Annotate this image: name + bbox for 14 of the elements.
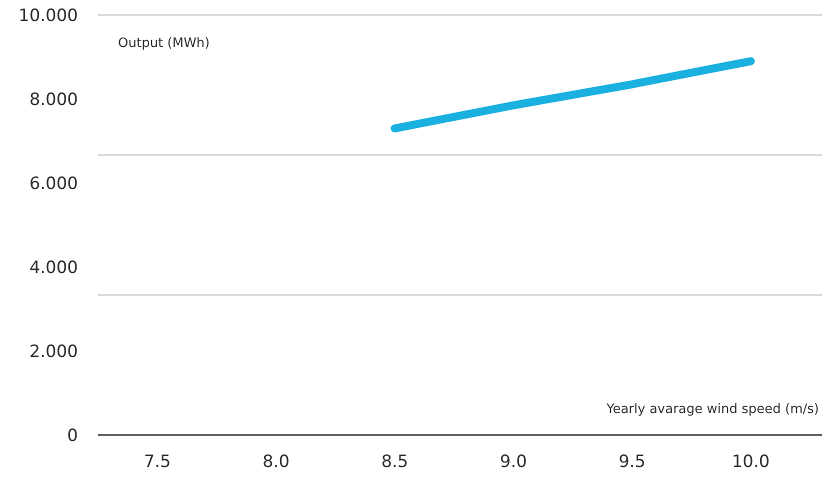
- y-tick-label: 2.000: [29, 342, 78, 362]
- y-tick-label: 4.000: [29, 258, 78, 278]
- y-axis-title: Output (MWh): [118, 36, 210, 51]
- x-tick-label: 8.0: [262, 452, 290, 472]
- x-axis-title: Yearly avarage wind speed (m/s): [606, 402, 819, 417]
- y-tick-label: 8.000: [29, 90, 78, 110]
- x-tick-label: 10.0: [732, 452, 770, 472]
- x-tick-label: 9.0: [500, 452, 527, 472]
- y-tick-label: 10.000: [18, 6, 78, 26]
- x-tick-label: 7.5: [144, 452, 171, 472]
- y-tick-label: 6.000: [29, 174, 78, 194]
- y-tick-label: 0: [67, 426, 78, 446]
- x-tick-label: 8.5: [381, 452, 408, 472]
- x-tick-label: 9.5: [618, 452, 646, 472]
